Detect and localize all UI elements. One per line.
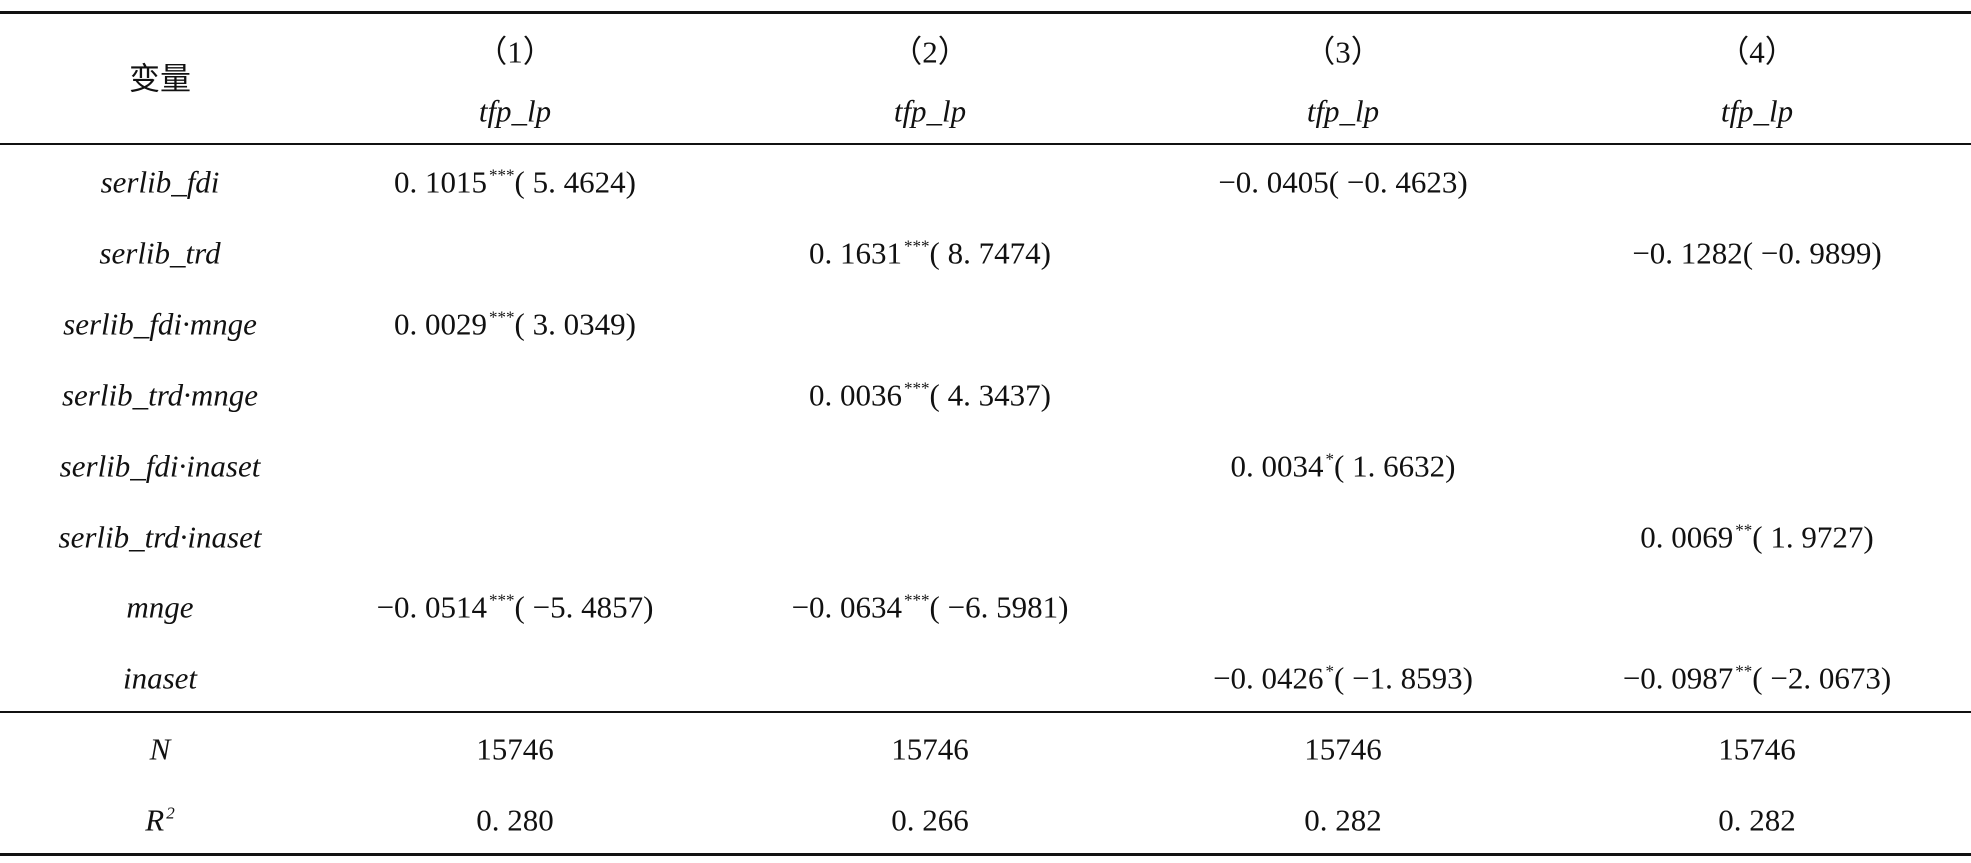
coefficient: −0. 0514	[376, 589, 488, 625]
column-number: （4）	[1718, 34, 1796, 70]
coefficient-cell: −0. 1282( −0. 9899)	[1632, 237, 1881, 268]
stat-value: 0. 282	[1304, 802, 1382, 838]
coefficient-cell: −0. 0405( −0. 4623)	[1218, 167, 1467, 198]
significance-stars: ***	[904, 378, 930, 398]
coefficient: −0. 0987	[1622, 660, 1734, 696]
stat-value: 15746	[891, 731, 969, 767]
coefficient-cell: 0. 0069 **( 1. 9727)	[1640, 521, 1873, 552]
coefficient-cell: 0. 1631 ***( 8. 7474)	[809, 237, 1051, 268]
row-label: inaset	[122, 660, 198, 696]
row-label: serlib_fdi·mnge	[63, 306, 257, 342]
row-label: mnge	[126, 589, 194, 625]
significance-stars: ***	[489, 307, 515, 327]
coefficient: −0. 1282( −0. 9899)	[1632, 235, 1882, 271]
bottom-rule	[0, 853, 1971, 856]
stat-label: N	[150, 734, 171, 765]
coefficient: −0. 0634	[791, 589, 903, 625]
column-number: （3）	[1304, 34, 1382, 70]
stat-value: 0. 266	[891, 802, 969, 838]
coefficient-cell: −0. 0514 ***( −5. 4857)	[377, 592, 654, 623]
coefficient-cell: 0. 0036 ***( 4. 3437)	[809, 379, 1051, 410]
row-label: serlib_trd·inaset	[58, 519, 262, 554]
stat-value: 15746	[1718, 731, 1796, 767]
row-label: serlib_trd·mnge	[61, 377, 259, 413]
stat-value: 15746	[476, 731, 554, 767]
significance-stars: *	[1325, 449, 1335, 469]
significance-stars: ***	[904, 590, 930, 610]
coefficient: 0. 1015	[394, 164, 488, 200]
t-statistic: ( 1. 9727)	[1752, 519, 1874, 554]
coefficient-cell: −0. 0987 **( −2. 0673)	[1623, 663, 1891, 694]
column-number: （2）	[891, 34, 969, 70]
dependent-variable: tfp_lp	[478, 93, 552, 129]
significance-stars: *	[1325, 661, 1335, 681]
t-statistic: ( 4. 3437)	[929, 377, 1051, 413]
coefficient: 0. 0034	[1230, 448, 1324, 484]
coefficient: 0. 1631	[809, 235, 903, 271]
t-statistic: ( −1. 8593)	[1334, 660, 1473, 696]
stat-label-text: N	[149, 731, 171, 767]
dependent-variable: tfp_lp	[1306, 93, 1380, 129]
significance-stars: ***	[904, 236, 930, 256]
coefficient: 0. 0029	[394, 306, 488, 342]
coefficient: 0. 0069	[1640, 519, 1734, 554]
coefficient: 0. 0036	[809, 377, 903, 413]
significance-stars: ***	[489, 165, 515, 185]
stat-value: 0. 280	[476, 802, 554, 838]
coefficient-cell: 0. 1015 ***( 5. 4624)	[394, 167, 636, 198]
dependent-variable: tfp_lp	[1720, 93, 1794, 129]
significance-stars: ***	[489, 590, 515, 610]
t-statistic: ( −5. 4857)	[514, 589, 654, 625]
variable-header: 变量	[129, 61, 191, 98]
stat-value: 15746	[1304, 731, 1382, 767]
top-rule	[0, 11, 1971, 14]
row-label: serlib_fdi	[100, 164, 220, 200]
coefficient-cell: −0. 0426 *( −1. 8593)	[1213, 663, 1473, 694]
dependent-variable: tfp_lp	[893, 93, 967, 129]
row-label: serlib_trd	[99, 235, 221, 271]
stat-label-text: R	[145, 802, 165, 838]
row-label: serlib_fdi·inaset	[59, 448, 261, 484]
coefficient-cell: 0. 0029 ***( 3. 0349)	[394, 308, 636, 339]
column-number: （1）	[476, 34, 554, 70]
stats-rule	[0, 711, 1971, 713]
coefficient-cell: 0. 0034 *( 1. 6632)	[1231, 450, 1456, 481]
stat-label-sup: 2	[166, 803, 175, 823]
t-statistic: ( 1. 6632)	[1334, 448, 1456, 484]
t-statistic: ( 3. 0349)	[514, 306, 636, 342]
t-statistic: ( 5. 4624)	[514, 164, 636, 200]
coefficient: −0. 0405( −0. 4623)	[1218, 164, 1468, 200]
significance-stars: **	[1735, 661, 1753, 681]
coefficient: −0. 0426	[1213, 660, 1324, 696]
header-rule	[0, 143, 1971, 145]
t-statistic: ( −2. 0673)	[1752, 660, 1892, 696]
coefficient-cell: −0. 0634 ***( −6. 5981)	[792, 592, 1069, 623]
significance-stars: **	[1735, 520, 1753, 539]
stat-value: 0. 282	[1718, 802, 1796, 838]
t-statistic: ( 8. 7474)	[929, 235, 1051, 271]
t-statistic: ( −6. 5981)	[929, 589, 1069, 625]
